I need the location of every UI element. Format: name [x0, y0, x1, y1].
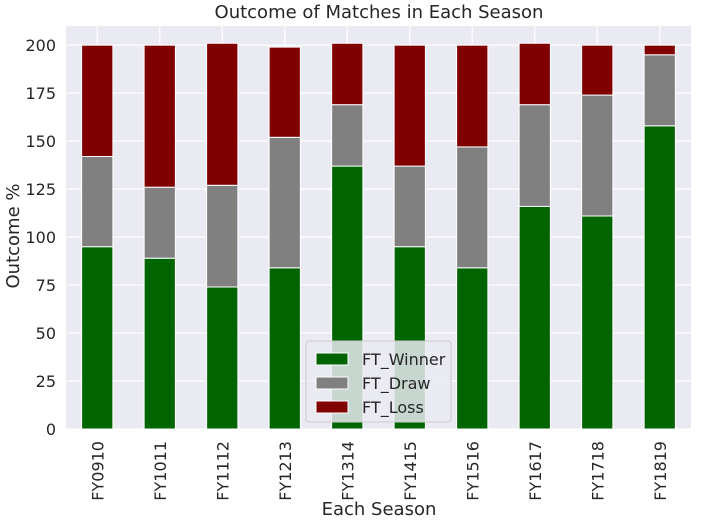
- x-tick-label: FY1516: [463, 441, 482, 501]
- legend-label: FT_Winner: [362, 350, 446, 370]
- bar-segment-ft-loss: [393, 44, 426, 167]
- bar-segment-ft-winner: [206, 286, 239, 430]
- y-tick-label: 200: [25, 36, 56, 55]
- bar-segment-ft-loss: [643, 44, 676, 56]
- x-tick-label: FY1819: [651, 441, 670, 501]
- bar-segment-ft-draw: [268, 136, 301, 269]
- bar-segment-ft-draw: [81, 155, 114, 248]
- legend-swatch: [315, 352, 349, 366]
- x-tick-label: FY1112: [213, 441, 232, 501]
- x-tick-label: FY0910: [88, 441, 107, 501]
- y-axis-title: Outcome %: [3, 184, 24, 289]
- x-tick-label: FY1617: [526, 441, 545, 501]
- bar-segment-ft-draw: [393, 165, 426, 248]
- x-tick-label: FY1718: [588, 441, 607, 501]
- x-tick-label: FY1213: [276, 441, 295, 501]
- bar-segment-ft-draw: [518, 104, 551, 207]
- bar-segment-ft-winner: [581, 215, 614, 430]
- bar-segment-ft-draw: [143, 186, 176, 259]
- y-tick-label: 125: [25, 180, 56, 199]
- legend-label: FT_Draw: [362, 374, 430, 394]
- bar-segment-ft-draw: [331, 104, 364, 167]
- y-tick-label: 0: [46, 420, 56, 439]
- legend-swatch: [315, 400, 349, 414]
- bar-segment-ft-winner: [518, 205, 551, 430]
- bar-segment-ft-winner: [268, 267, 301, 430]
- chart-title: Outcome of Matches in Each Season: [215, 2, 544, 23]
- legend-label: FT_Loss: [362, 398, 424, 418]
- bar-segment-ft-loss: [81, 44, 114, 157]
- bar-segment-ft-winner: [81, 246, 114, 430]
- bar-segment-ft-draw: [643, 54, 676, 127]
- bar-segment-ft-winner: [456, 267, 489, 430]
- x-tick-label: FY1011: [151, 441, 170, 501]
- x-tick-label: FY1415: [401, 441, 420, 501]
- bar-segment-ft-loss: [143, 44, 176, 188]
- bar-segment-ft-draw: [456, 146, 489, 269]
- bar-segment-ft-winner: [143, 257, 176, 430]
- bar-segment-ft-loss: [581, 44, 614, 96]
- y-tick-label: 175: [25, 84, 56, 103]
- x-tick-label: FY1314: [338, 441, 357, 501]
- legend-swatch: [315, 376, 349, 390]
- bar-segment-ft-draw: [581, 94, 614, 217]
- bar-segment-ft-loss: [206, 42, 239, 186]
- bar-segment-ft-loss: [268, 46, 301, 138]
- bar-segment-ft-winner: [643, 125, 676, 430]
- y-tick-label: 100: [25, 228, 56, 247]
- bar-segment-ft-loss: [456, 44, 489, 148]
- y-tick-label: 75: [36, 276, 56, 295]
- legend: FT_Winner FT_Draw FT_Loss: [305, 340, 452, 423]
- y-tick-label: 25: [36, 372, 56, 391]
- y-tick-label: 150: [25, 132, 56, 151]
- bar-segment-ft-loss: [331, 42, 364, 106]
- bar-segment-ft-draw: [206, 184, 239, 288]
- x-axis-title: Each Season: [322, 499, 437, 520]
- y-tick-label: 50: [36, 324, 56, 343]
- bar-segment-ft-loss: [518, 42, 551, 106]
